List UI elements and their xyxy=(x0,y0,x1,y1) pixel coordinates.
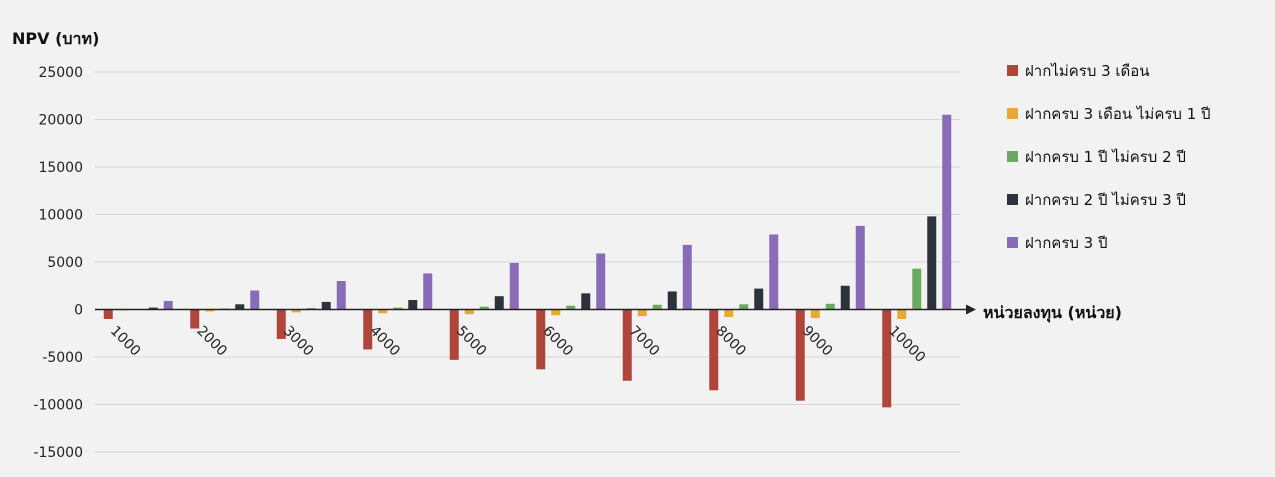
legend-label: ฝากไม่ครบ 3 เดือน xyxy=(1025,62,1150,80)
bar xyxy=(464,309,474,315)
bar xyxy=(408,300,418,310)
bar xyxy=(769,234,779,310)
bar xyxy=(882,309,892,408)
y-tick-label: -10000 xyxy=(33,398,83,414)
bar xyxy=(682,244,692,310)
bar xyxy=(927,216,937,310)
bar xyxy=(536,309,546,370)
bar xyxy=(754,288,764,310)
bar xyxy=(551,309,561,316)
bar xyxy=(897,309,907,319)
x-tick-label: 2000 xyxy=(193,323,230,360)
bar xyxy=(596,253,606,310)
bar xyxy=(724,309,734,318)
bar xyxy=(363,309,373,350)
bar xyxy=(637,309,647,317)
legend-label: ฝากครบ 1 ปี ไม่ครบ 2 ปี xyxy=(1025,148,1186,166)
axes-group xyxy=(95,304,976,315)
bar xyxy=(652,304,662,310)
bar xyxy=(840,285,850,310)
bar xyxy=(163,300,173,310)
legend-swatch xyxy=(1007,65,1018,76)
bar xyxy=(449,309,459,360)
bar xyxy=(336,281,346,310)
y-tick-label: 0 xyxy=(74,303,83,319)
bar xyxy=(423,273,433,310)
y-tick-label: -15000 xyxy=(33,445,83,461)
bar xyxy=(494,296,504,310)
bar xyxy=(321,301,331,310)
bar xyxy=(103,309,113,319)
legend-swatch xyxy=(1007,108,1018,119)
bar xyxy=(739,304,749,310)
bar xyxy=(190,309,200,329)
legend-label: ฝากครบ 2 ปี ไม่ครบ 3 ปี xyxy=(1025,191,1186,209)
grid-lines xyxy=(95,71,960,453)
x-tick-label: 1000 xyxy=(107,323,144,360)
bar xyxy=(810,309,820,319)
y-tick-label: 15000 xyxy=(38,160,83,176)
legend-swatch xyxy=(1007,194,1018,205)
bar xyxy=(276,309,286,339)
y-tick-label: -5000 xyxy=(42,350,83,366)
y-tick-label: 20000 xyxy=(38,113,83,129)
bar xyxy=(378,309,388,314)
bar xyxy=(667,291,677,310)
x-axis-title: หน่วยลงทุน (หน่วย) xyxy=(983,303,1122,323)
legend-label: ฝากครบ 3 เดือน ไม่ครบ 1 ปี xyxy=(1025,105,1211,123)
y-tick-label: 25000 xyxy=(38,65,83,81)
bar xyxy=(250,290,260,310)
bar xyxy=(709,309,719,391)
x-tick-labels: 1000 2000 3000 4000 5000 6000 7000 8000 9000 1000… xyxy=(107,323,928,366)
x-axis-arrow xyxy=(966,304,976,315)
y-tick-labels: 25000 20000 15000 10000 5000 0 -5000 -10000 -150… xyxy=(33,65,83,461)
bar xyxy=(509,262,519,310)
bar xyxy=(581,293,591,310)
bar xyxy=(622,309,632,381)
bar xyxy=(912,268,922,310)
bars-group xyxy=(103,114,952,408)
bar xyxy=(235,304,245,310)
bar xyxy=(795,309,805,401)
bar xyxy=(148,307,158,310)
y-axis-title: NPV (บาท) xyxy=(12,29,99,48)
legend-label: ฝากครบ 3 ปี xyxy=(1025,234,1108,252)
legend-swatch xyxy=(1007,237,1018,248)
bar xyxy=(825,303,835,310)
bar xyxy=(855,225,865,310)
y-tick-label: 10000 xyxy=(38,208,83,224)
bar xyxy=(942,114,952,310)
x-tick-label: 3000 xyxy=(280,323,317,360)
bar xyxy=(291,309,301,313)
x-tick-label: 10000 xyxy=(885,323,928,366)
bar xyxy=(479,306,489,310)
legend-swatch xyxy=(1007,151,1018,162)
bar xyxy=(205,309,215,312)
bar xyxy=(566,305,576,310)
bar xyxy=(393,307,403,310)
y-tick-label: 5000 xyxy=(47,255,83,271)
